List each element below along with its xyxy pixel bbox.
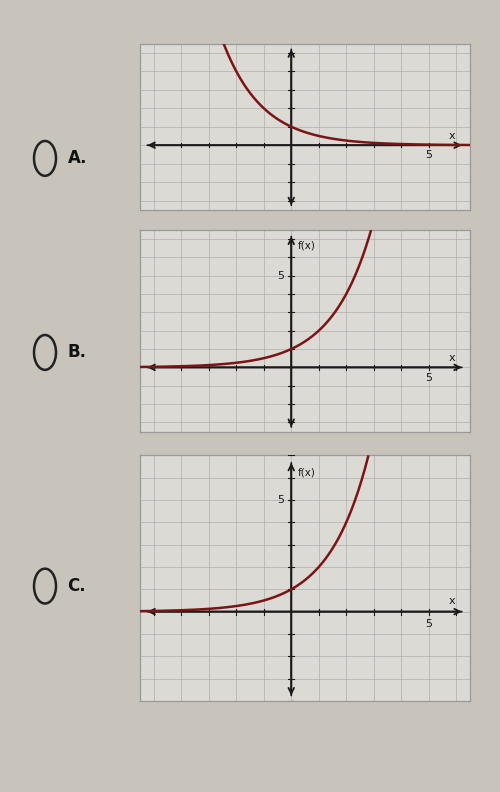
Text: 5: 5 [277, 271, 284, 280]
Text: x: x [449, 352, 456, 363]
Text: x: x [449, 131, 456, 141]
Text: f(x): f(x) [298, 468, 316, 478]
Text: 5: 5 [425, 374, 432, 383]
Text: A.: A. [68, 150, 87, 167]
Text: B.: B. [68, 344, 86, 361]
Text: f(x): f(x) [298, 241, 316, 251]
Text: 5: 5 [425, 619, 432, 629]
Text: C.: C. [68, 577, 86, 595]
Text: 5: 5 [425, 150, 432, 160]
Text: 5: 5 [277, 495, 284, 505]
Text: x: x [449, 596, 456, 606]
